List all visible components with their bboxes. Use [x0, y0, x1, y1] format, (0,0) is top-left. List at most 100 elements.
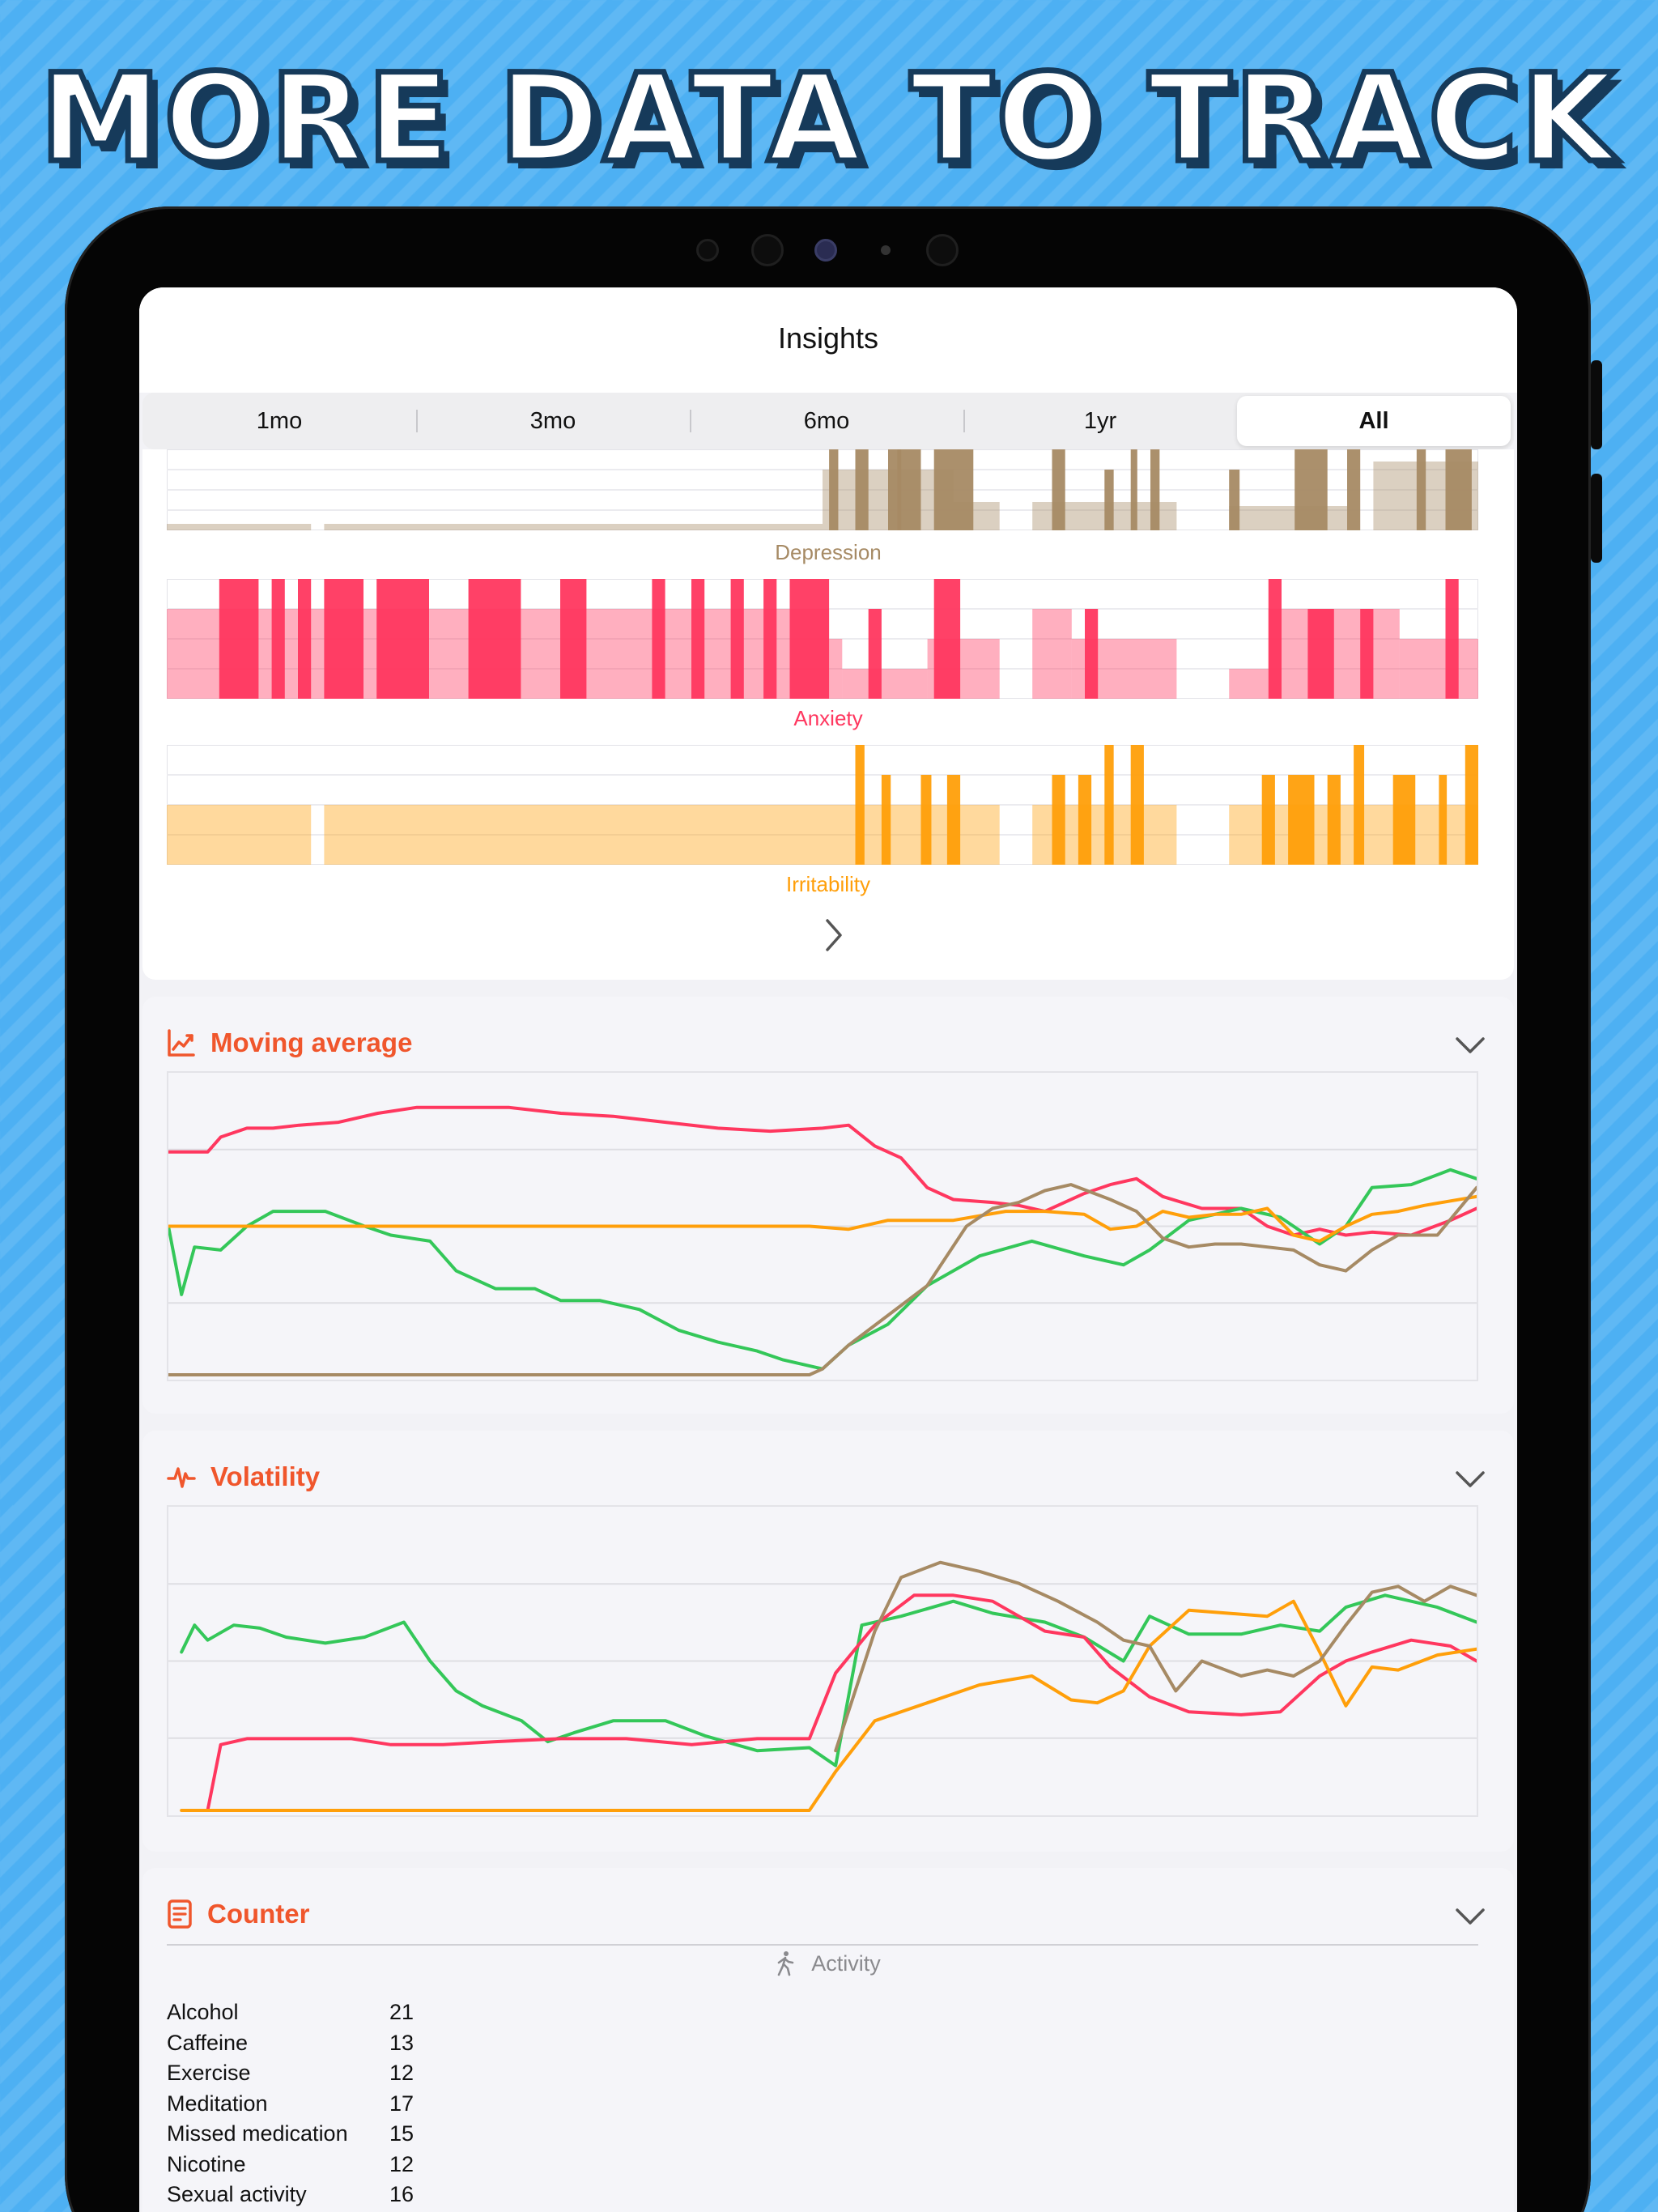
range-all[interactable]: All: [1237, 396, 1511, 446]
moving-average-title: Moving average: [210, 1027, 413, 1057]
range-1yr[interactable]: 1yr: [963, 396, 1237, 446]
depression-chart: [166, 449, 1479, 531]
bar: [855, 745, 865, 865]
bar: [1104, 470, 1114, 530]
bar: [324, 805, 823, 865]
bar: [1295, 449, 1328, 530]
volatility-chart: [167, 1505, 1478, 1817]
bar: [730, 579, 744, 699]
app-screen: Insights 1mo 3mo 6mo 1yr All Depression …: [139, 287, 1517, 2212]
bar: [167, 524, 312, 530]
list-item: Missed medication 15: [167, 2119, 414, 2150]
chevron-down-icon[interactable]: [1454, 1907, 1486, 1926]
bar: [324, 524, 823, 530]
camera-lens-icon: [814, 239, 837, 262]
counter-item-name: Nicotine: [167, 2151, 246, 2176]
document-icon: [168, 1899, 192, 1929]
bar: [1261, 775, 1275, 865]
tablet-frame: Insights 1mo 3mo 6mo 1yr All Depression …: [65, 206, 1602, 2212]
bar: [1399, 639, 1478, 699]
anxiety-bars: [166, 578, 1479, 700]
counter-header[interactable]: Counter: [167, 1899, 310, 1929]
volatility-title: Volatility: [210, 1461, 321, 1491]
range-3mo[interactable]: 3mo: [416, 396, 690, 446]
bar: [829, 449, 839, 530]
camera-bar: [65, 231, 1591, 266]
bar: [1445, 449, 1472, 530]
bar: [946, 775, 961, 865]
counter-item-count: 12: [389, 2061, 414, 2086]
chevron-down-icon[interactable]: [1454, 1036, 1486, 1055]
series-line: [167, 1105, 1478, 1237]
bar: [167, 805, 312, 865]
bar: [271, 579, 285, 699]
bar: [1052, 775, 1065, 865]
headline: MORE DATA TO TRACK: [37, 46, 1618, 193]
bar: [298, 579, 312, 699]
series-line: [834, 1560, 1478, 1753]
volatility-header[interactable]: Volatility: [167, 1461, 320, 1492]
counter-item-count: 13: [389, 2030, 414, 2055]
range-6mo[interactable]: 6mo: [690, 396, 963, 446]
range-segmented-control: 1mo 3mo 6mo 1yr All: [142, 393, 1514, 449]
bar: [881, 775, 891, 865]
bar: [560, 579, 587, 699]
bar: [763, 579, 777, 699]
bar: [1354, 745, 1365, 865]
activity-label: Activity: [811, 1950, 881, 1976]
chevron-right-icon[interactable]: [823, 917, 845, 953]
bar: [1288, 775, 1315, 865]
volatility-card: Volatility: [142, 1431, 1514, 1852]
series-line: [206, 1593, 1478, 1812]
moving-average-chart: [167, 1071, 1478, 1381]
counter-item-count: 17: [389, 2091, 414, 2116]
chevron-down-icon[interactable]: [1454, 1470, 1486, 1489]
bar: [897, 449, 921, 530]
counter-item-name: Meditation: [167, 2091, 268, 2116]
bar: [1078, 775, 1092, 865]
counter-item-count: 21: [389, 2000, 414, 2025]
series-line: [167, 1194, 1478, 1243]
bar: [1268, 579, 1282, 699]
trend-chart-icon: [168, 1029, 195, 1057]
counter-item-count: 15: [389, 2121, 414, 2146]
bar: [324, 579, 363, 699]
moving-average-header[interactable]: Moving average: [167, 1027, 412, 1058]
volatility-plot: [168, 1560, 1478, 1812]
bar: [1032, 609, 1072, 699]
irritability-chart: [166, 744, 1479, 866]
counter-item-count: 12: [389, 2151, 414, 2176]
bar: [1416, 449, 1426, 530]
bar: [1445, 579, 1459, 699]
sensor-icon: [751, 234, 784, 266]
range-1mo[interactable]: 1mo: [256, 407, 303, 434]
bar: [1465, 745, 1478, 865]
bar: [1392, 775, 1416, 865]
irritability-label: Irritability: [785, 872, 870, 896]
bar: [1327, 775, 1341, 865]
bar: [1307, 609, 1334, 699]
counter-item-name: Sexual activity: [167, 2182, 307, 2207]
bar: [1150, 449, 1160, 530]
counter-list: Alcohol 21 Caffeine 13 Exercise 12 Meditati…: [167, 1997, 414, 2210]
bar: [1130, 745, 1144, 865]
counter-divider: [167, 1944, 1478, 1946]
series-line: [180, 1593, 1478, 1767]
mood-charts-card: Depression Anxiety Irritability: [142, 449, 1514, 980]
bar: [1052, 449, 1065, 530]
bar: [842, 669, 928, 699]
bar: [823, 805, 1000, 865]
counter-title: Counter: [207, 1899, 310, 1929]
counter-item-name: Missed medication: [167, 2121, 348, 2146]
depression-bars: [166, 449, 1479, 531]
bar: [1229, 669, 1269, 699]
bar: [1229, 470, 1240, 530]
series-line: [167, 1168, 1478, 1371]
list-item: Nicotine 12: [167, 2150, 414, 2180]
series-line: [167, 1183, 1478, 1376]
anxiety-chart: [166, 578, 1479, 700]
bar: [376, 579, 429, 699]
bar: [829, 639, 843, 699]
walking-person-icon: [777, 1951, 794, 1976]
bar: [933, 449, 974, 530]
